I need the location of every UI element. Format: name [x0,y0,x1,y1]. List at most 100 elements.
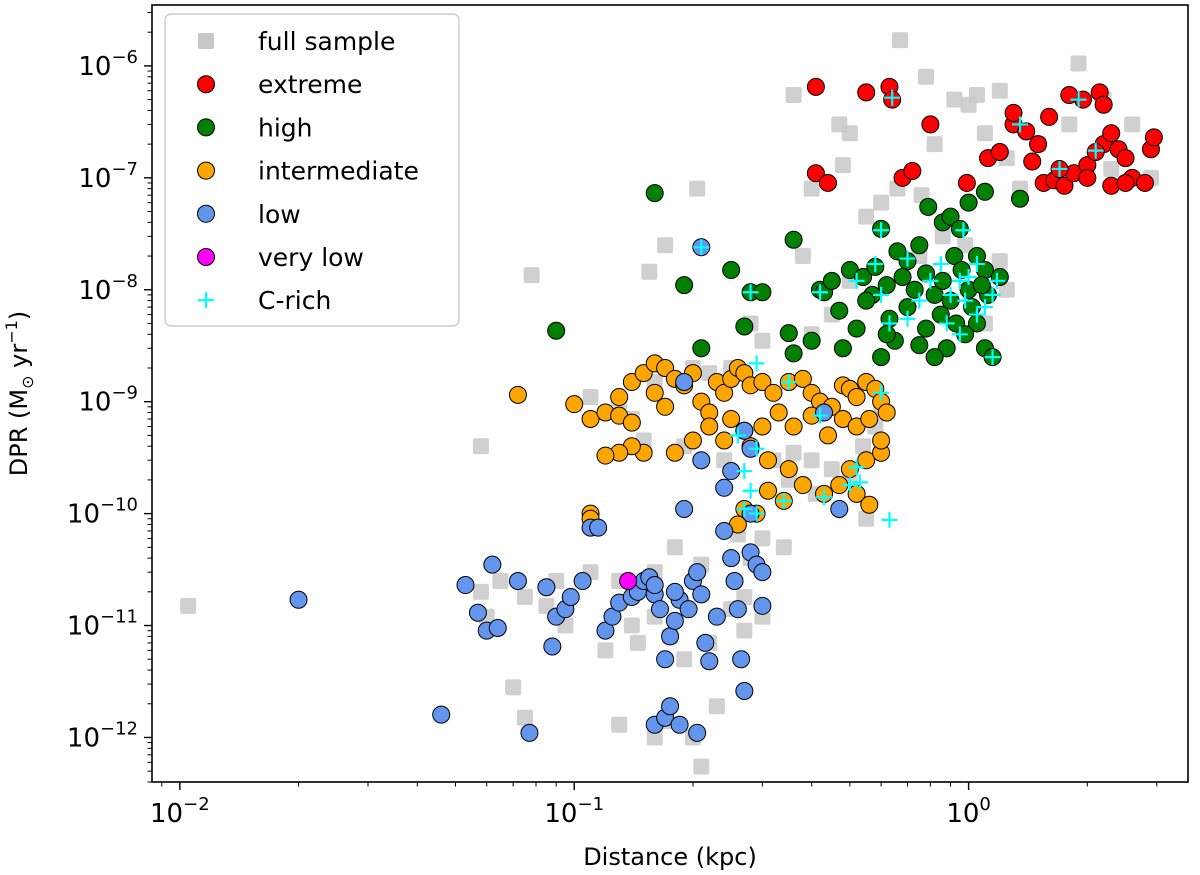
point-high [872,348,891,367]
legend-item: C-rich [198,286,331,315]
point-c-rich [873,384,890,401]
point-low [508,571,527,590]
point-full-sample [775,539,792,556]
point-full-sample [934,228,951,245]
point-high [959,193,978,212]
point-high [784,230,803,249]
point-extreme [1116,149,1135,168]
point-low [696,633,715,652]
point-full-sample [892,32,909,49]
point-high [692,339,711,358]
point-intermediate [784,417,803,436]
point-c-rich [881,511,898,528]
point-c-rich [951,326,968,343]
point-high [919,197,938,216]
point-full-sample [918,68,935,85]
point-c-rich [812,284,829,301]
point-intermediate [847,388,866,407]
x-tick-label: 100 [946,794,991,829]
y-tick-label: 10−10 [67,495,138,530]
point-intermediate [759,451,778,470]
y-axis-label: DPR (M⊙ yr−1) [2,311,37,476]
point-full-sample [785,86,802,103]
point-c-rich [942,286,959,303]
point-intermediate [683,431,702,450]
point-high [830,301,849,320]
point-intermediate [508,385,527,404]
point-c-rich [736,500,753,517]
point-low [488,619,507,638]
point-intermediate [715,431,734,450]
point-full-sample [1070,55,1087,72]
point-extreme [921,115,940,134]
point-intermediate [764,383,783,402]
point-extreme [1004,103,1023,122]
point-full-sample [976,125,993,142]
point-low [753,596,772,615]
point-intermediate [779,460,798,479]
point-intermediate [759,481,778,500]
point-c-rich [748,440,765,457]
point-full-sample [1124,116,1141,133]
point-low [732,650,751,669]
point-low [650,600,669,619]
point-extreme [1040,107,1059,126]
point-high [802,331,821,350]
point-high [972,276,991,295]
point-high [952,261,971,280]
point-full-sample [991,253,1008,270]
point-extreme [1102,124,1121,143]
point-full-sample [803,452,820,469]
point-full-sample [492,572,509,589]
legend-marker-plus [198,292,214,309]
point-full-sample [611,716,628,733]
point-c-rich [848,459,865,476]
point-low [700,652,719,671]
point-c-rich [951,272,968,289]
point-extreme [1023,152,1042,171]
point-intermediate [860,495,879,514]
legend-item: full sample [198,27,395,56]
point-extreme [1060,85,1079,104]
point-extreme [857,83,876,102]
point-low [735,682,754,701]
point-high [910,236,929,255]
point-c-rich [988,272,1005,289]
point-full-sample [629,634,646,651]
point-c-rich [899,310,916,327]
axes: 10−2 10−1 100 10−12 10−11 10−10 10−9 10−8 10−7 10… [67,11,1158,829]
point-low [715,478,734,497]
point-high [847,319,866,338]
point-low [707,607,726,626]
point-intermediate [872,431,891,450]
point-intermediate [656,397,675,416]
point-intermediate [818,426,837,445]
point-extreme [1029,135,1048,154]
point-c-rich [780,373,797,390]
legend-marker-circle [197,75,215,94]
legend-item: extreme [197,70,362,99]
legend-marker-circle [197,248,215,266]
point-full-sample [708,698,725,715]
point-low [675,499,694,518]
point-full-sample [523,267,540,284]
point-intermediate [622,413,641,432]
point-low [432,705,451,724]
point-full-sample [582,389,599,406]
point-high [893,267,912,286]
point-full-sample [623,617,640,634]
point-extreme [1144,128,1163,147]
point-full-sample [666,539,683,556]
point-c-rich [922,272,939,289]
legend-label: low [258,200,301,229]
point-c-rich [841,477,858,494]
point-low [670,715,689,734]
point-full-sample [754,530,771,547]
point-extreme [1078,168,1097,187]
point-extreme [818,173,837,192]
point-low [688,723,707,742]
point-intermediate [857,451,876,470]
point-low [656,650,675,669]
point-full-sample [858,208,875,225]
point-full-sample [991,82,1008,99]
